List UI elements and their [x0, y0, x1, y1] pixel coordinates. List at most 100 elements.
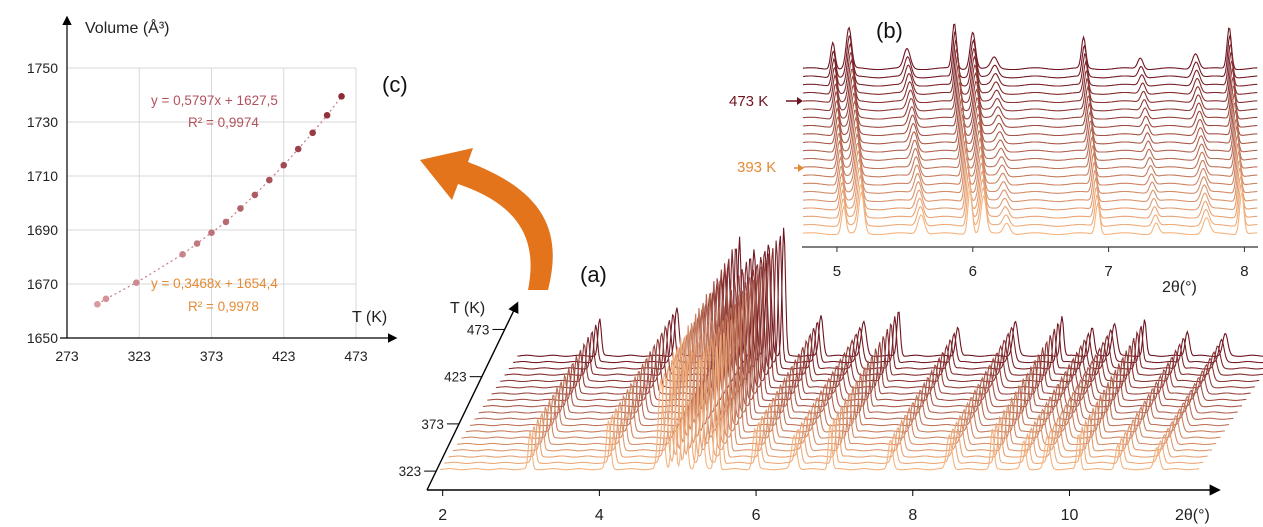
panel-b-trace — [802, 56, 1258, 104]
panel-b-trace — [802, 64, 1258, 112]
panel-a-x-ticks: 2 4 6 8 10 — [438, 490, 1078, 524]
panel-a-x-tick-label: 6 — [752, 507, 761, 524]
data-point — [179, 251, 186, 258]
panel-b-trace — [802, 172, 1258, 219]
panel-b-trace — [802, 97, 1258, 145]
data-point — [193, 240, 201, 247]
data-point — [309, 129, 316, 137]
panel-b-trace — [802, 139, 1258, 186]
panel-c-x-label: T (K) — [352, 309, 387, 326]
y-tick-label: 1690 — [27, 222, 58, 238]
panel-b-x-tick-label: 6 — [969, 263, 977, 280]
panel-b-trace — [802, 81, 1258, 128]
panel-a-traces — [439, 227, 1263, 471]
panel-a-trace — [508, 240, 1263, 370]
data-point — [208, 229, 215, 236]
panel-a-t-tick-label: 423 — [444, 370, 467, 385]
panel-a-x-tick-label: 8 — [908, 507, 917, 524]
panel-a-trace — [504, 247, 1263, 376]
panel-a-trace — [495, 260, 1255, 389]
panel-a-trace — [513, 235, 1263, 364]
data-point — [338, 93, 345, 100]
panel-c-y-ticks: 1650 1670 1690 1710 1730 1750 — [27, 60, 58, 346]
data-point — [323, 111, 331, 119]
transition-arrow — [420, 148, 553, 290]
temp-label-473: 473 K — [729, 93, 768, 110]
x-tick-label: 273 — [55, 348, 79, 364]
temp-label-393: 393 K — [737, 159, 776, 176]
panel-b-traces — [802, 23, 1258, 236]
temp-arrow-473-head — [797, 97, 803, 105]
data-point — [251, 191, 259, 199]
panel-a-trace — [461, 309, 1221, 439]
panel-b-trace — [802, 155, 1258, 203]
panel-b-trace — [802, 188, 1258, 236]
data-point — [266, 176, 273, 184]
y-tick-label: 1730 — [27, 114, 58, 130]
panel-a-trace — [500, 253, 1260, 383]
panel-a-trace — [482, 279, 1243, 408]
data-point — [237, 205, 244, 212]
panel-b-trace — [802, 23, 1258, 71]
y-tick-label: 1750 — [27, 60, 58, 76]
fit-equation-low: y = 0,3468x + 1654,4 — [151, 276, 278, 291]
panel-a-t-tick-label: 373 — [421, 417, 444, 432]
panel-c-fit-curve — [96, 95, 343, 305]
temp-arrow-393-head — [798, 164, 804, 172]
panel-c-points — [94, 93, 345, 308]
x-tick-label: 423 — [272, 348, 296, 364]
x-tick-label: 473 — [344, 348, 368, 364]
panel-b-trace — [802, 31, 1258, 79]
panel-b-trace — [802, 104, 1258, 153]
data-point — [133, 279, 140, 286]
panel-b: (b) 5 6 7 8 2θ(°) 473 K 393 K — [729, 18, 1258, 296]
panel-b-x-tick-label: 5 — [833, 263, 841, 280]
panel-a-trace — [517, 227, 1263, 357]
panel-c-y-label: Volume (Å³) — [85, 18, 169, 37]
panel-b-x-tick-label: 8 — [1240, 263, 1248, 280]
panel-b-trace — [802, 122, 1258, 170]
panel-a-t-tick-label: 323 — [399, 464, 422, 479]
data-point — [94, 300, 101, 308]
panel-b-trace — [802, 39, 1258, 87]
panel-a: (a) 2 4 6 8 10 323 373 423 473 T (K) 2θ(°) — [399, 227, 1263, 524]
panel-b-trace — [802, 72, 1258, 120]
y-tick-label: 1650 — [27, 330, 58, 346]
panel-b-trace — [802, 131, 1258, 178]
panel-c: 1650 1670 1690 1710 1730 1750 273 323 373 423 473… — [27, 15, 408, 364]
panel-b-trace — [802, 180, 1258, 227]
y-tick-label: 1670 — [27, 276, 58, 292]
panel-b-x-ticks: 5 6 7 8 — [833, 247, 1249, 280]
panel-a-x-tick-label: 2 — [438, 507, 447, 524]
panel-b-x-label: 2θ(°) — [1162, 279, 1197, 296]
data-point — [222, 218, 230, 226]
panel-b-x-tick-label: 7 — [1104, 263, 1112, 280]
x-tick-label: 323 — [128, 348, 152, 364]
panel-a-x-label: 2θ(°) — [1175, 507, 1210, 524]
panel-a-t-ticks: 323 373 423 473 — [399, 322, 505, 479]
panel-a-x-tick-label: 4 — [595, 507, 604, 524]
panel-a-trace — [444, 334, 1204, 464]
panel-a-t-label: T (K) — [450, 300, 485, 317]
fit-r2-low: R² = 0,9978 — [188, 299, 259, 314]
fit-r2-high: R² = 0,9974 — [188, 115, 259, 130]
panel-b-trace — [802, 46, 1258, 95]
panel-label-c: (c) — [382, 72, 408, 97]
data-point — [102, 295, 110, 303]
panel-a-trace — [478, 284, 1238, 414]
panel-c-grid — [67, 67, 357, 338]
panel-a-x-tick-label: 10 — [1061, 507, 1079, 524]
panel-b-trace — [802, 87, 1258, 137]
panel-a-t-axis — [426, 301, 519, 491]
panel-c-x-ticks: 273 323 373 423 473 — [55, 348, 368, 364]
fit-equation-high: y = 0,5797x + 1627,5 — [151, 93, 278, 108]
panel-label-b: (b) — [876, 18, 903, 43]
panel-b-trace — [802, 162, 1258, 211]
panel-a-t-tick-label: 473 — [467, 322, 490, 337]
panel-b-trace — [802, 146, 1258, 194]
panel-b-trace — [802, 114, 1258, 161]
panel-a-trace — [439, 345, 1200, 471]
y-tick-label: 1710 — [27, 168, 58, 184]
data-point — [294, 145, 302, 153]
panel-label-a: (a) — [580, 262, 607, 287]
